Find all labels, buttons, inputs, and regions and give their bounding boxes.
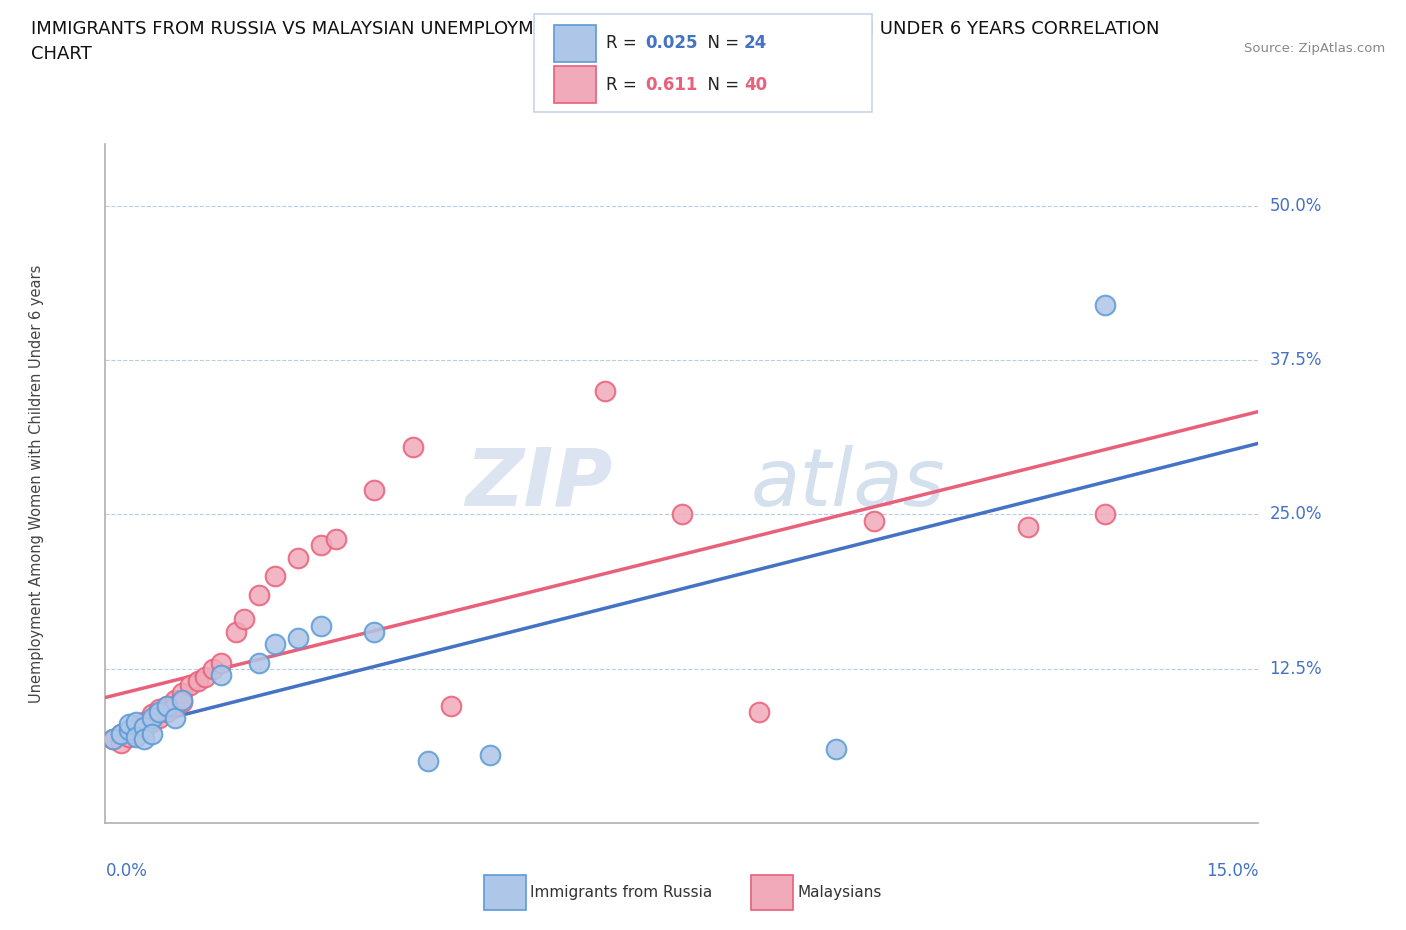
Text: R =: R = [606,76,647,94]
Point [824,741,846,756]
Point [1094,507,1116,522]
Point [141,726,163,741]
Point [263,569,285,584]
Text: 40: 40 [744,76,766,94]
Point [287,631,309,645]
Point [110,726,132,741]
Point [247,587,270,602]
Point [1017,519,1039,534]
Text: 0.611: 0.611 [645,76,697,94]
Text: R =: R = [606,34,643,52]
Text: 50.0%: 50.0% [1270,197,1322,215]
Point [478,748,501,763]
Point [194,670,217,684]
Text: atlas: atlas [751,445,946,523]
Point [101,732,124,747]
Point [117,723,139,737]
Point [163,698,186,713]
Point [363,624,385,639]
Text: Source: ZipAtlas.com: Source: ZipAtlas.com [1244,42,1385,55]
Point [172,686,194,701]
Text: 24: 24 [744,34,768,52]
Point [117,723,139,737]
Point [132,732,155,747]
Point [418,754,440,769]
Point [179,677,201,692]
Point [110,736,132,751]
Point [1094,298,1116,312]
Point [187,673,209,688]
Point [209,655,232,670]
Point [132,719,155,734]
Text: ZIP: ZIP [465,445,613,523]
Point [593,383,616,398]
Point [156,698,179,713]
Point [156,705,179,720]
Point [232,612,254,627]
Point [309,618,332,633]
Point [141,707,163,722]
Text: 25.0%: 25.0% [1270,506,1322,524]
Point [325,532,347,547]
Point [287,551,309,565]
Point [101,732,124,747]
Point [402,439,425,454]
Point [209,668,232,683]
Text: 0.025: 0.025 [645,34,697,52]
Text: Immigrants from Russia: Immigrants from Russia [530,885,713,900]
Point [141,714,163,729]
Point [125,714,148,729]
Point [172,695,194,710]
Point [225,624,247,639]
Point [172,692,194,707]
Point [748,705,770,720]
Text: 12.5%: 12.5% [1270,659,1322,678]
Text: Unemployment Among Women with Children Under 6 years: Unemployment Among Women with Children U… [28,264,44,703]
Text: N =: N = [697,34,745,52]
Point [141,711,163,725]
Point [247,655,270,670]
Point [863,513,886,528]
Point [110,726,132,741]
Point [148,702,170,717]
Point [125,729,148,744]
Point [363,483,385,498]
Point [117,729,139,744]
Point [163,692,186,707]
Point [132,714,155,729]
Point [125,726,148,741]
Point [132,722,155,737]
Text: IMMIGRANTS FROM RUSSIA VS MALAYSIAN UNEMPLOYMENT AMONG WOMEN WITH CHILDREN UNDER: IMMIGRANTS FROM RUSSIA VS MALAYSIAN UNEM… [31,20,1160,63]
Point [148,711,170,725]
Point [156,698,179,713]
Point [148,705,170,720]
Point [309,538,332,552]
Point [263,637,285,652]
Text: 15.0%: 15.0% [1206,862,1258,880]
Point [440,698,463,713]
Point [202,661,225,676]
Text: Malaysians: Malaysians [797,885,882,900]
Text: 0.0%: 0.0% [105,862,148,880]
Point [125,719,148,734]
Point [163,711,186,725]
Text: N =: N = [697,76,745,94]
Text: 37.5%: 37.5% [1270,352,1322,369]
Point [671,507,693,522]
Point [117,717,139,732]
